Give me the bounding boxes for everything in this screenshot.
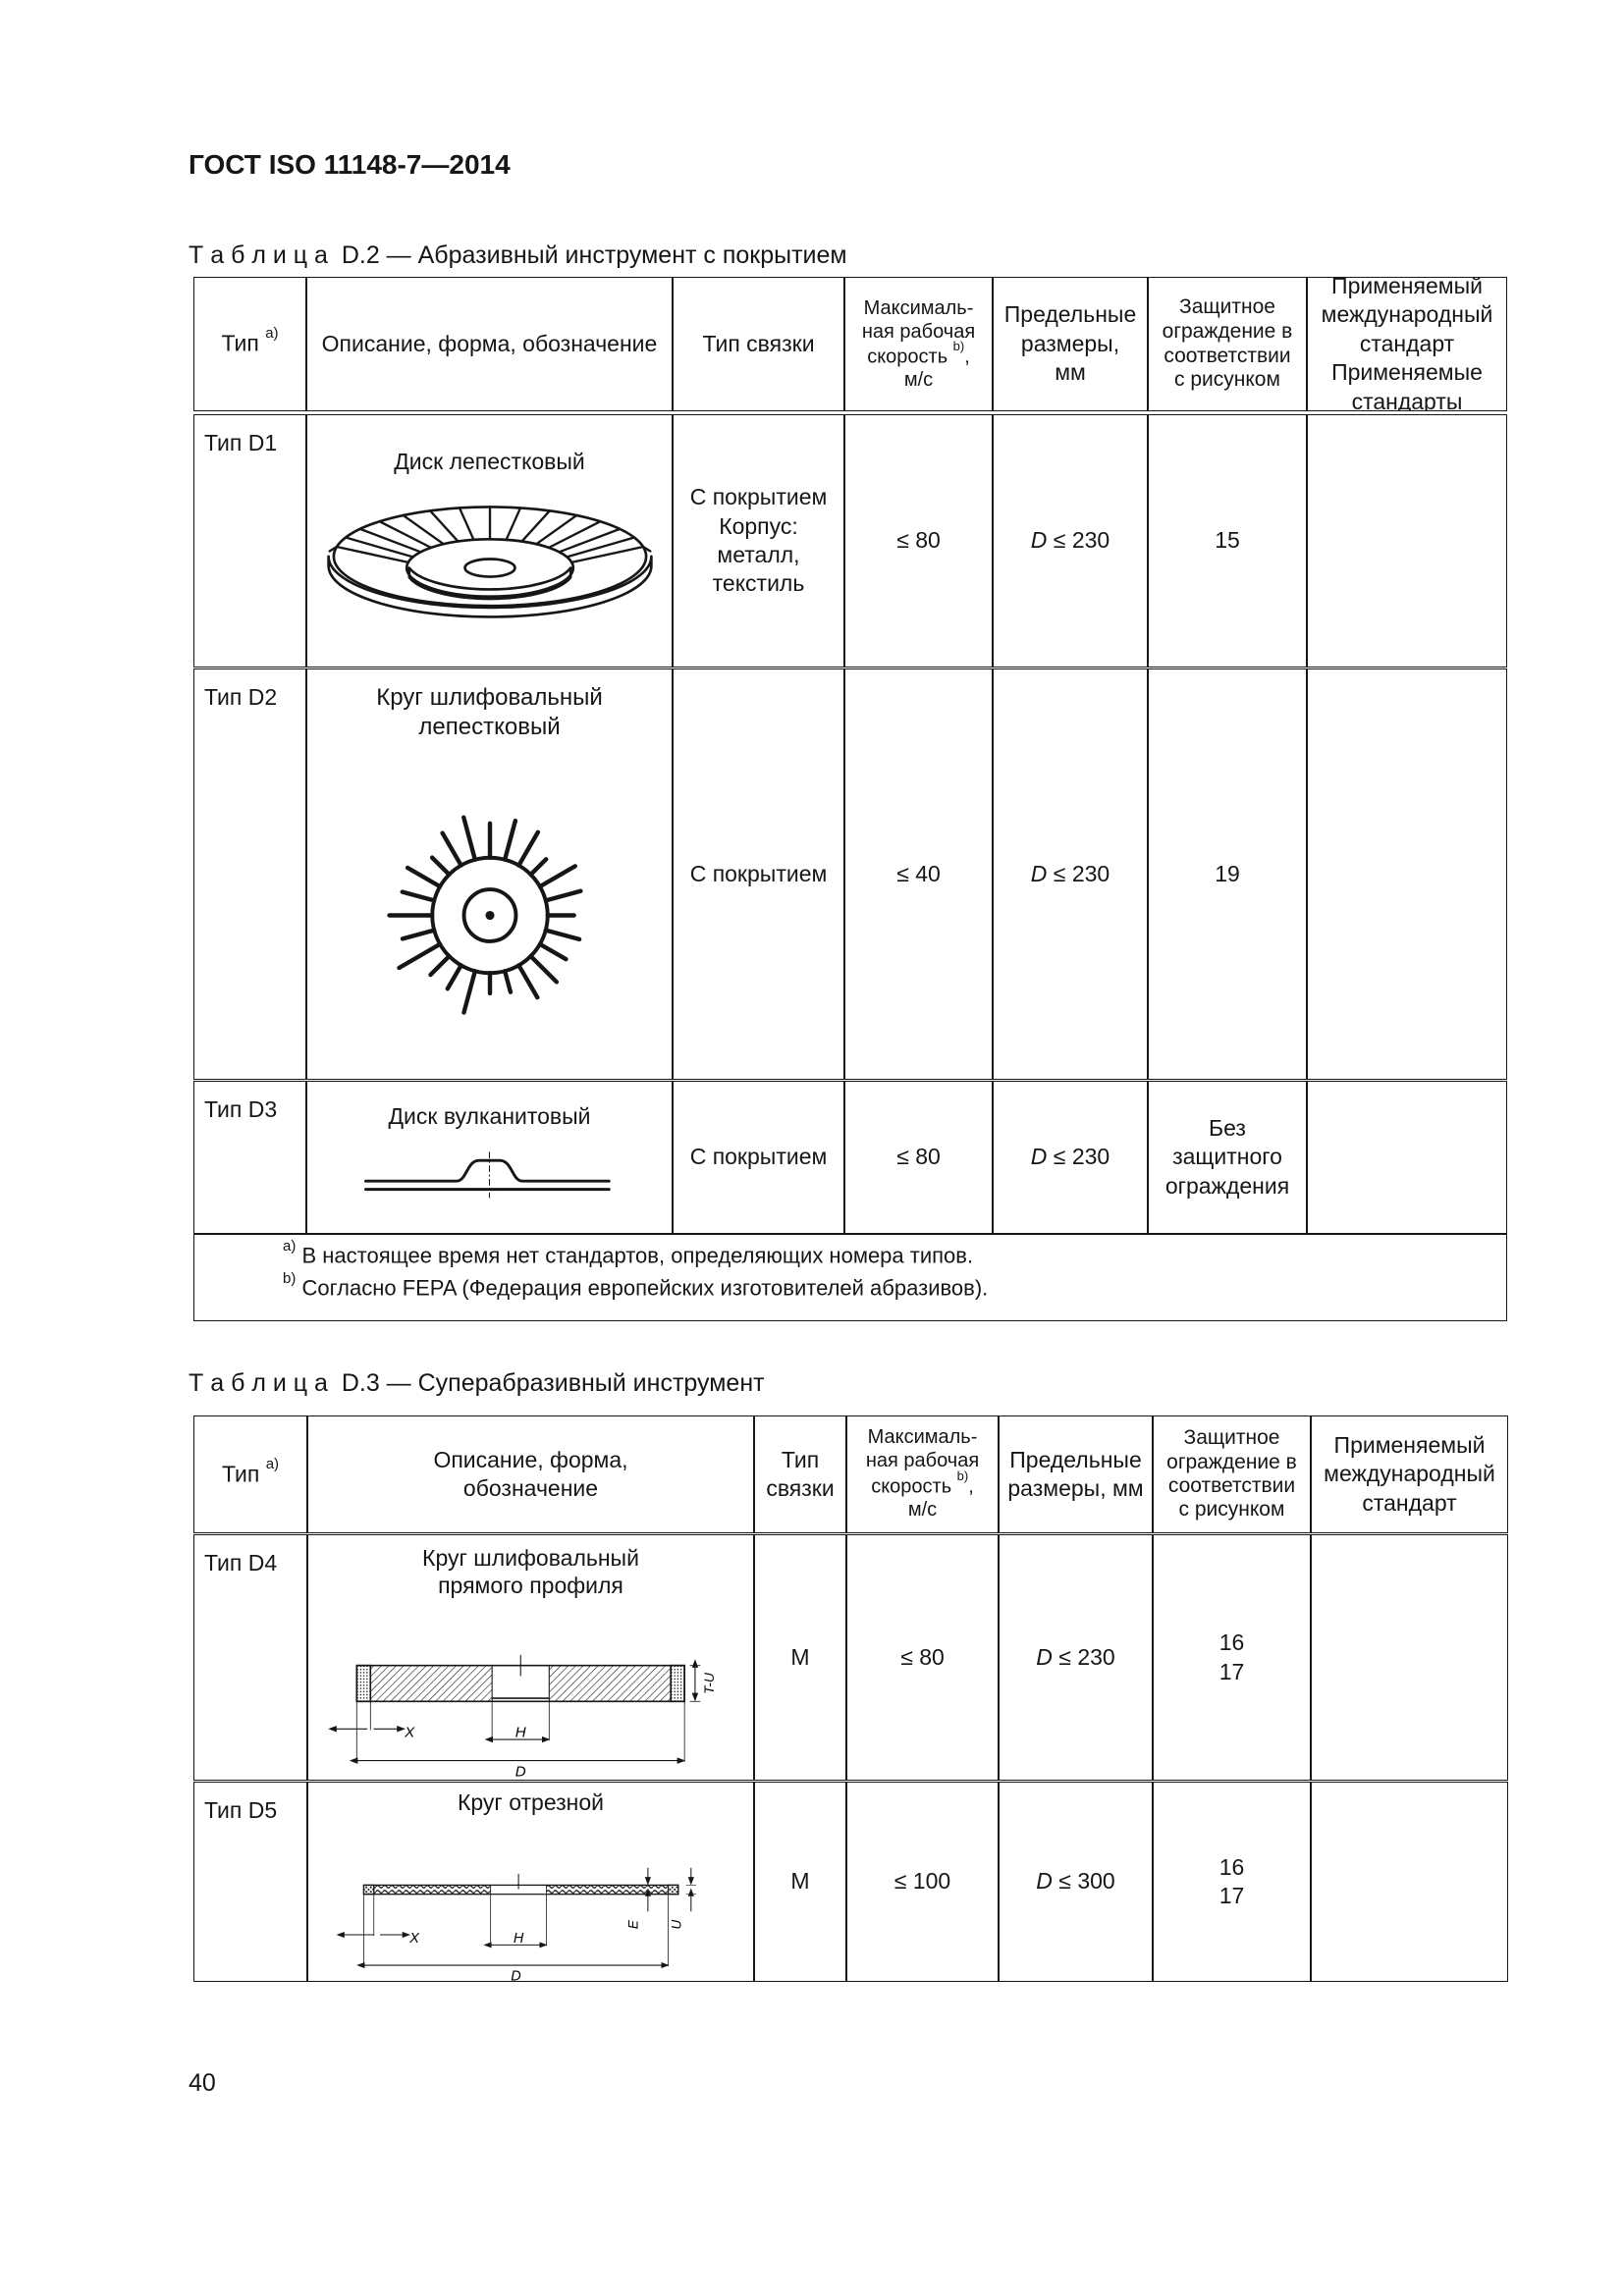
svg-text:H: H [514,1725,525,1741]
svg-text:D: D [514,1764,525,1780]
svg-text:X: X [408,1931,420,1947]
svg-text:U: U [669,1920,683,1930]
svg-text:H: H [513,1931,523,1947]
svg-text:D: D [511,1969,520,1981]
svg-text:X: X [404,1725,415,1741]
svg-text:T-U: T-U [700,1672,716,1694]
svg-text:E: E [625,1920,640,1930]
